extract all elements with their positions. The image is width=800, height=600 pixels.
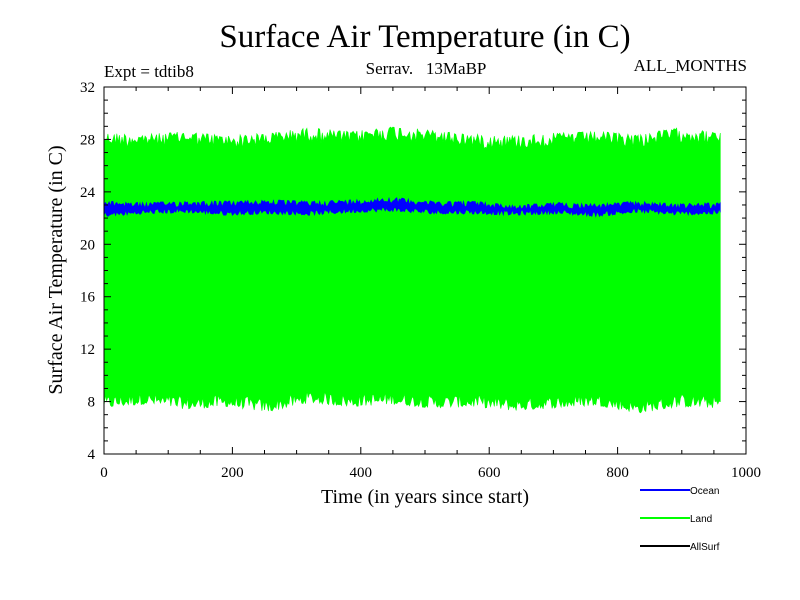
legend: Ocean Land AllSurf (640, 486, 720, 553)
y-axis-label: Surface Air Temperature (in C) (45, 145, 67, 394)
y-tick-label: 24 (80, 185, 96, 201)
y-tick-label: 12 (80, 342, 95, 358)
x-tick-label: 200 (221, 465, 244, 481)
x-tick-label: 0 (100, 465, 108, 481)
x-tick-label: 1000 (731, 465, 761, 481)
x-tick-label: 800 (606, 465, 629, 481)
y-tick-label: 16 (80, 290, 96, 306)
legend-label-land: Land (690, 514, 712, 525)
legend-label-ocean: Ocean (690, 486, 719, 497)
chart-title: Surface Air Temperature (in C) (219, 19, 630, 55)
x-axis-label: Time (in years since start) (321, 486, 529, 508)
y-tick-label: 20 (80, 237, 95, 253)
y-tick-label: 28 (80, 132, 95, 148)
y-tick-label: 4 (88, 447, 96, 463)
y-tick-label: 32 (80, 80, 95, 96)
x-tick-label: 400 (350, 465, 373, 481)
series-land (103, 126, 721, 414)
axes: 0 200 400 600 800 1000 4 8 12 16 20 24 28 32 (80, 80, 761, 481)
series-ocean (103, 196, 721, 218)
months-label: ALL_MONTHS (634, 56, 747, 75)
experiment-label: Expt = tdtib8 (104, 62, 194, 81)
plot-area (103, 126, 721, 414)
period-label: Serrav. 13MaBP (366, 59, 487, 78)
legend-label-allsurf: AllSurf (690, 542, 720, 553)
x-tick-label: 600 (478, 465, 501, 481)
y-tick-label: 8 (88, 395, 96, 411)
